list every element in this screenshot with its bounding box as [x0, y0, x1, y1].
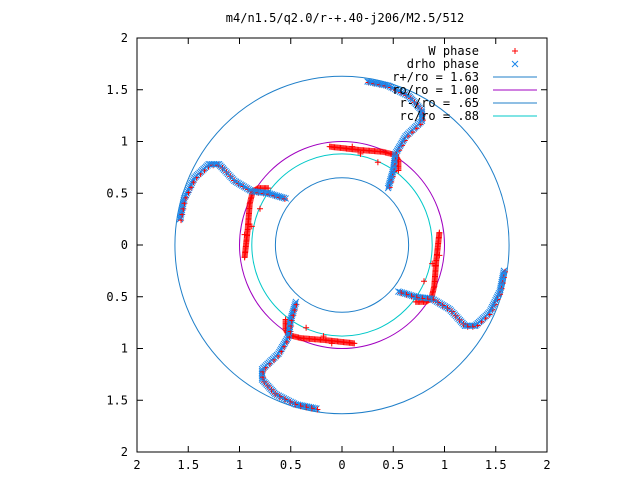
- w-phase-point: [512, 48, 518, 54]
- w-phase-point: [265, 185, 272, 192]
- w-phase-point: [412, 298, 419, 305]
- drho-phase-point: [395, 288, 402, 295]
- reference-circle: [174, 75, 510, 415]
- drho-phase-point: [280, 194, 288, 202]
- x-tick-label: 1: [236, 458, 243, 472]
- drho-phase-point: [393, 86, 401, 94]
- drho-phase-point: [184, 188, 191, 195]
- y-tick-label: 1.5: [106, 393, 128, 407]
- w-phase-point: [328, 340, 335, 347]
- w-phase-point: [357, 150, 364, 157]
- data-markers: [176, 78, 508, 413]
- drho-phase-point: [496, 286, 504, 294]
- legend-label: r+/ro = 1.63: [392, 70, 479, 84]
- w-phase-point: [436, 252, 443, 259]
- w-phase-point: [421, 278, 427, 285]
- drho-phase-point: [398, 89, 406, 96]
- drho-phase-point: [492, 296, 499, 304]
- y-tick-label: 2: [121, 445, 128, 459]
- drho-phase-point: [292, 300, 299, 308]
- x-tick-label: 0.5: [280, 458, 302, 472]
- drho-phase-point: [494, 291, 502, 299]
- w-phase-point: [320, 333, 327, 340]
- drho-phase-point: [495, 289, 503, 297]
- chart-title: m4/n1.5/q2.0/r-+.40-j206/M2.5/512: [226, 11, 464, 25]
- reference-circle: [274, 177, 410, 313]
- y-tick-label: 1.5: [106, 83, 128, 97]
- drho-phase-point: [396, 288, 404, 296]
- x-tick-label: 1.5: [177, 458, 199, 472]
- plot-frame: [136, 37, 548, 453]
- w-phase-point: [241, 231, 248, 238]
- legend-label: drho phase: [407, 57, 479, 71]
- drho-phase-point: [487, 305, 495, 313]
- drho-phase-point: [282, 195, 289, 202]
- drho-phase-point: [292, 298, 300, 306]
- w-phase-point: [248, 223, 255, 230]
- w-phase-point: [374, 159, 381, 166]
- w-phase-point: [398, 290, 405, 297]
- reference-circles: [174, 75, 510, 415]
- reference-circle: [239, 141, 445, 349]
- y-tick-label: 1: [121, 135, 128, 149]
- y-tick-label: 2: [121, 31, 128, 45]
- drho-phase-point: [391, 85, 399, 93]
- w-phase-point: [395, 167, 402, 174]
- y-tick-label: 0.5: [106, 290, 128, 304]
- x-tick-label: 1: [441, 458, 448, 472]
- drho-phase-point: [384, 184, 392, 192]
- x-tick-label: 1.5: [485, 458, 507, 472]
- x-tick-label: 2: [133, 458, 140, 472]
- drho-phase-point: [388, 83, 395, 91]
- drho-phase-point: [385, 182, 392, 190]
- drho-phase-point: [493, 295, 500, 302]
- y-tick-label: 1: [121, 342, 128, 356]
- legend-label: r-/ro = .65: [400, 96, 479, 110]
- w-phase-point: [349, 143, 356, 150]
- drho-phase-point: [189, 177, 197, 185]
- x-tick-label: 0.5: [382, 458, 404, 472]
- drho-phase-point: [401, 90, 409, 98]
- x-tick-label: 2: [543, 458, 550, 472]
- legend-label: W phase: [428, 44, 479, 58]
- drho-phase-point: [386, 83, 394, 90]
- drho-phase-point: [396, 88, 404, 96]
- drho-phase-point: [487, 307, 494, 314]
- reference-circle: [251, 153, 433, 337]
- w-phase-point: [282, 316, 289, 323]
- w-phase-point: [257, 205, 263, 212]
- y-tick-label: 0.5: [106, 186, 128, 200]
- drho-phase-point: [490, 300, 498, 308]
- drho-phase-point: [489, 302, 497, 309]
- legend-label: ro/ro = 1.00: [392, 83, 479, 97]
- y-tick-label: 0: [121, 238, 128, 252]
- drho-phase-point: [511, 60, 519, 68]
- x-tick-label: 0: [338, 458, 345, 472]
- legend-label: rc/ro = .88: [400, 109, 479, 123]
- w-phase-point: [429, 260, 436, 267]
- axis-ticks: 2 1.5 1 0.5 0 0.5 1 1.5 221.510.500.511.52: [106, 31, 550, 472]
- drho-phase-point: [181, 193, 189, 201]
- drho-phase-point: [186, 182, 194, 190]
- w-phase-point: [303, 324, 310, 331]
